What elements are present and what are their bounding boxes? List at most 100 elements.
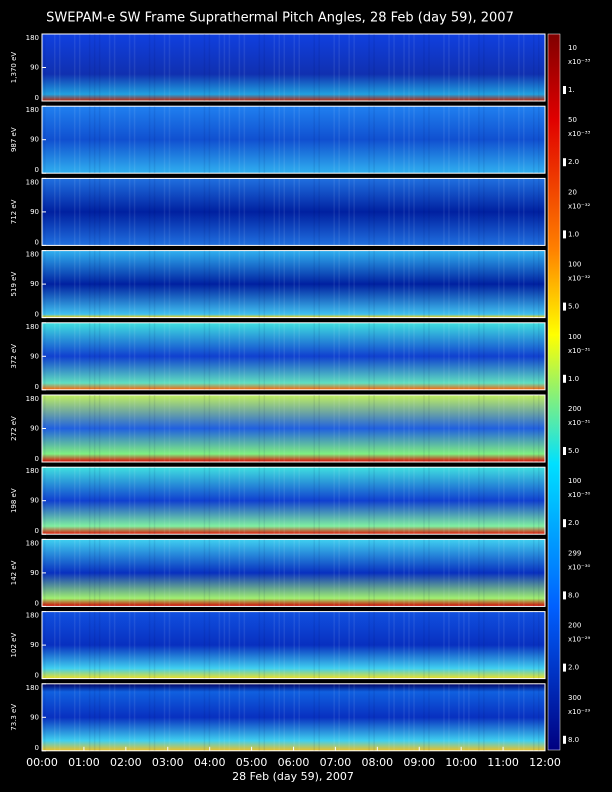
texture-stripe (483, 322, 485, 390)
texture-stripe (218, 34, 221, 101)
texture-stripe (503, 250, 505, 318)
texture-stripe (238, 322, 241, 390)
texture-stripe (58, 34, 61, 101)
spectrogram-panel (41, 105, 546, 174)
texture-stripe (368, 322, 370, 390)
texture-stripe (293, 539, 295, 607)
texture-stripe (448, 539, 450, 607)
texture-stripe (498, 178, 500, 246)
texture-stripe (393, 467, 395, 535)
texture-stripe (468, 539, 470, 607)
colorbar-scale: x10⁻³¹ (568, 347, 591, 355)
texture-stripe (73, 683, 76, 751)
texture-stripe (298, 395, 300, 462)
panel-label: 372 eV (10, 344, 18, 369)
texture-stripe (273, 611, 276, 679)
texture-stripe (348, 467, 350, 535)
texture-stripe (258, 611, 261, 679)
texture-stripe (153, 611, 156, 679)
texture-stripe (88, 467, 91, 535)
texture-stripe (533, 250, 535, 318)
texture-stripe (88, 250, 91, 318)
texture-stripe (53, 611, 56, 679)
texture-stripe (98, 34, 101, 101)
texture-stripe (403, 106, 405, 174)
texture-stripe (58, 683, 61, 751)
texture-stripe (448, 106, 450, 174)
texture-stripe (153, 250, 156, 318)
texture-stripe (183, 250, 186, 318)
texture-stripe (298, 683, 300, 751)
texture-stripe (208, 322, 211, 390)
x-tick-label: 02:00 (110, 756, 142, 769)
texture-stripe (153, 539, 156, 607)
texture-stripe (448, 611, 450, 679)
texture-stripe (393, 611, 395, 679)
texture-stripe (353, 34, 355, 101)
texture-stripe (483, 395, 485, 462)
texture-stripe (318, 322, 320, 390)
texture-stripe (128, 467, 131, 535)
texture-stripe (203, 467, 206, 535)
y-tick-label: 180 (26, 323, 39, 331)
panel-label: 1,370 eV (10, 52, 18, 84)
texture-stripe (73, 467, 76, 535)
texture-stripe (293, 611, 295, 679)
texture-stripe (208, 250, 211, 318)
texture-stripe (283, 106, 286, 174)
texture-stripe (413, 395, 415, 462)
texture-stripe (388, 539, 390, 607)
texture-stripe (368, 467, 370, 535)
texture-stripe (238, 467, 241, 535)
texture-stripe (258, 34, 261, 101)
colorbar-min: 8.0 (568, 591, 579, 599)
texture-stripe (223, 178, 226, 246)
texture-stripe (333, 106, 335, 174)
texture-stripe (148, 322, 151, 390)
x-tick-label: 04:00 (194, 756, 226, 769)
x-tick-label: 10:00 (445, 756, 477, 769)
panel-label: 142 eV (10, 560, 18, 585)
x-tick-label: 09:00 (403, 756, 435, 769)
texture-stripe (208, 178, 211, 246)
colorbar-tick (563, 230, 566, 239)
texture-stripe (468, 322, 470, 390)
texture-stripe (113, 683, 116, 751)
panel-label: 198 eV (10, 488, 18, 513)
texture-stripe (478, 395, 480, 462)
texture-stripe (353, 611, 355, 679)
texture-stripe (228, 395, 231, 462)
texture-stripe (73, 611, 76, 679)
spectrogram-panel (41, 250, 546, 319)
texture-stripe (408, 611, 410, 679)
texture-stripe (393, 178, 395, 246)
texture-stripe (58, 611, 61, 679)
texture-stripe (113, 250, 116, 318)
texture-stripe (388, 322, 390, 390)
texture-stripe (373, 106, 375, 174)
texture-stripe (318, 250, 320, 318)
texture-stripe (148, 395, 151, 462)
texture-stripe (258, 106, 261, 174)
texture-stripe (523, 539, 525, 607)
texture-stripe (478, 539, 480, 607)
texture-stripe (333, 178, 335, 246)
colorbar-min: 1. (568, 86, 575, 94)
texture-stripe (293, 34, 295, 101)
texture-stripe (53, 539, 56, 607)
texture-stripe (183, 467, 186, 535)
texture-stripe (293, 683, 295, 751)
colorbar-scale: x10⁻³⁰ (568, 491, 591, 499)
texture-stripe (168, 34, 171, 101)
texture-stripe (428, 611, 430, 679)
texture-stripe (413, 34, 415, 101)
x-tick-label: 05:00 (236, 756, 268, 769)
texture-stripe (113, 467, 116, 535)
texture-stripe (73, 250, 76, 318)
texture-stripe (408, 178, 410, 246)
texture-stripe (413, 250, 415, 318)
chart-title: SWEPAM-e SW Frame Suprathermal Pitch Ang… (46, 11, 514, 26)
texture-stripe (258, 178, 261, 246)
colorbar-scale: x10⁻³² (568, 202, 591, 210)
texture-stripe (483, 683, 485, 751)
